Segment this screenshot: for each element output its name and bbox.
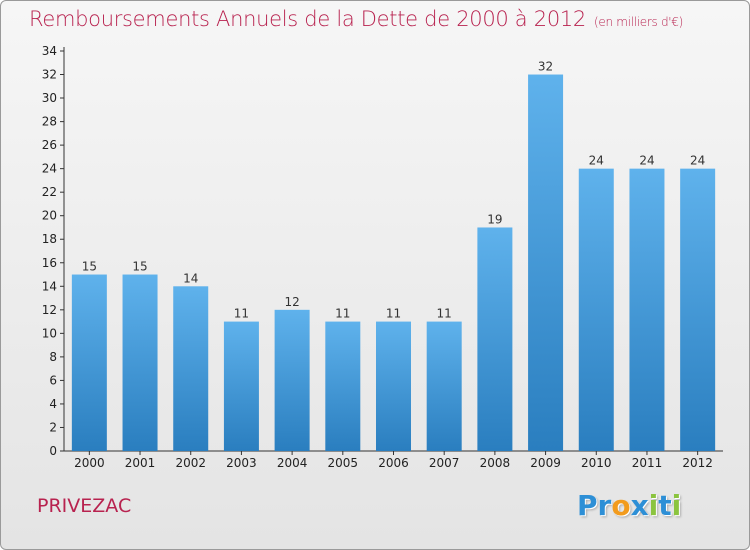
y-tick-label: 34 bbox=[42, 44, 57, 58]
y-tick-label: 18 bbox=[42, 232, 57, 246]
logo-letter: r bbox=[597, 489, 612, 522]
bar-value-label: 11 bbox=[386, 307, 401, 321]
x-tick-label: 2007 bbox=[429, 456, 460, 470]
bar bbox=[629, 168, 665, 451]
bar-value-label: 11 bbox=[234, 307, 249, 321]
bar bbox=[274, 309, 310, 451]
logo-letter: x bbox=[630, 489, 649, 522]
bar-value-label: 24 bbox=[639, 154, 654, 168]
y-tick-label: 8 bbox=[49, 350, 57, 364]
y-tick-label: 32 bbox=[42, 68, 57, 82]
logo-letter: P bbox=[577, 489, 598, 522]
x-tick-label: 2006 bbox=[378, 456, 409, 470]
bar bbox=[173, 286, 209, 451]
x-tick-label: 2009 bbox=[530, 456, 561, 470]
bar bbox=[477, 227, 513, 451]
location-label: PRIVEZAC bbox=[37, 495, 132, 517]
x-tick-label: 2005 bbox=[328, 456, 359, 470]
y-tick-label: 10 bbox=[42, 326, 57, 340]
bar-value-label: 32 bbox=[538, 60, 553, 74]
bar bbox=[578, 168, 614, 451]
x-tick-label: 2010 bbox=[581, 456, 612, 470]
y-tick-label: 30 bbox=[42, 91, 57, 105]
y-tick-label: 14 bbox=[42, 279, 57, 293]
x-tick-label: 2000 bbox=[74, 456, 105, 470]
bar bbox=[122, 274, 158, 451]
y-tick-label: 12 bbox=[42, 303, 57, 317]
bar bbox=[426, 321, 462, 451]
logo-letter: o bbox=[611, 489, 631, 522]
y-tick-label: 4 bbox=[49, 397, 57, 411]
unit-note: (en milliers d'€) bbox=[594, 15, 684, 29]
y-tick-label: 24 bbox=[42, 162, 57, 176]
bar bbox=[223, 321, 259, 451]
y-tick-label: 6 bbox=[49, 373, 57, 387]
proxiti-logo: Proxiti bbox=[577, 489, 681, 522]
bar-value-label: 11 bbox=[437, 307, 452, 321]
bar-value-label: 11 bbox=[335, 307, 350, 321]
chart-title: Remboursements Annuels de la Dette de 20… bbox=[29, 7, 684, 31]
y-tick-label: 0 bbox=[49, 444, 57, 458]
bar bbox=[71, 274, 107, 451]
y-tick-label: 28 bbox=[42, 115, 57, 129]
bar bbox=[528, 74, 564, 451]
logo-letter: t bbox=[658, 489, 672, 522]
bar bbox=[680, 168, 716, 451]
y-tick-label: 22 bbox=[42, 185, 57, 199]
logo-letter: i bbox=[648, 489, 659, 522]
bar-value-label: 14 bbox=[183, 271, 198, 285]
bar-value-label: 12 bbox=[284, 295, 299, 309]
bar-value-label: 15 bbox=[132, 260, 147, 274]
bar bbox=[376, 321, 411, 451]
bar bbox=[325, 321, 361, 451]
x-tick-label: 2008 bbox=[480, 456, 511, 470]
x-tick-label: 2012 bbox=[682, 456, 713, 470]
bar-value-label: 19 bbox=[487, 212, 502, 226]
x-tick-label: 2004 bbox=[277, 456, 308, 470]
x-tick-label: 2003 bbox=[226, 456, 257, 470]
x-tick-label: 2002 bbox=[175, 456, 206, 470]
bar-value-label: 24 bbox=[690, 154, 705, 168]
bar-value-label: 24 bbox=[589, 154, 604, 168]
logo-letter: i bbox=[671, 489, 682, 522]
y-tick-label: 20 bbox=[42, 209, 57, 223]
bar-value-label: 15 bbox=[82, 260, 97, 274]
y-tick-label: 26 bbox=[42, 138, 57, 152]
x-tick-label: 2011 bbox=[632, 456, 663, 470]
y-tick-label: 16 bbox=[42, 256, 57, 270]
x-tick-label: 2001 bbox=[125, 456, 156, 470]
y-tick-label: 2 bbox=[49, 420, 57, 434]
